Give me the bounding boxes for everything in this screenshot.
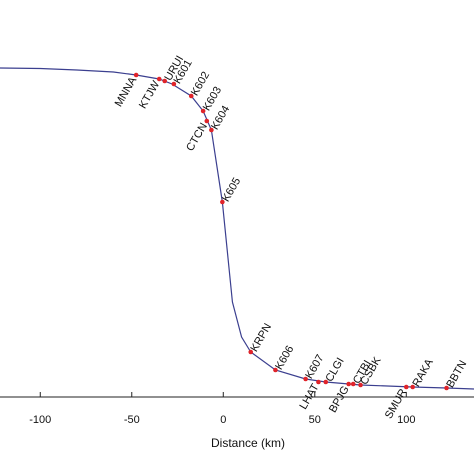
station-point xyxy=(316,379,321,385)
x-tick-label: -50 xyxy=(124,414,140,426)
station-label: BPJG xyxy=(327,384,352,415)
x-tick-label: -100 xyxy=(29,414,51,426)
station-point xyxy=(346,381,351,387)
station-point xyxy=(162,78,168,84)
station-label: BBTN xyxy=(444,358,469,389)
station-point xyxy=(350,381,356,387)
curve xyxy=(0,67,474,390)
station-point xyxy=(358,382,363,388)
station-point xyxy=(403,384,409,390)
station-label: MNNA xyxy=(113,74,140,109)
station-point xyxy=(156,76,162,82)
station-point xyxy=(204,118,210,124)
station-label: CLGI xyxy=(323,356,346,384)
station-point xyxy=(410,384,415,390)
station-point xyxy=(220,199,225,205)
station-point xyxy=(200,108,206,114)
x-tick-label: 100 xyxy=(397,414,415,426)
station-point xyxy=(188,93,194,99)
x-axis-label: Distance (km) xyxy=(211,436,285,450)
station-label: RAKA xyxy=(410,356,436,389)
station-label: K606 xyxy=(273,344,296,372)
station-point xyxy=(303,376,308,382)
station-point xyxy=(444,385,449,391)
station-label: KRPN xyxy=(248,321,274,354)
x-tick-label: 0 xyxy=(220,414,226,426)
station-point xyxy=(273,367,278,373)
station-point xyxy=(323,379,329,385)
station-point xyxy=(133,72,139,78)
station-point xyxy=(171,81,177,87)
station-point xyxy=(248,349,254,355)
station-label: K605 xyxy=(220,176,243,204)
station-point xyxy=(209,127,214,133)
station-label: KTJW xyxy=(137,78,163,110)
station-label: CTCN xyxy=(184,121,210,154)
x-tick-label: 50 xyxy=(309,414,321,426)
